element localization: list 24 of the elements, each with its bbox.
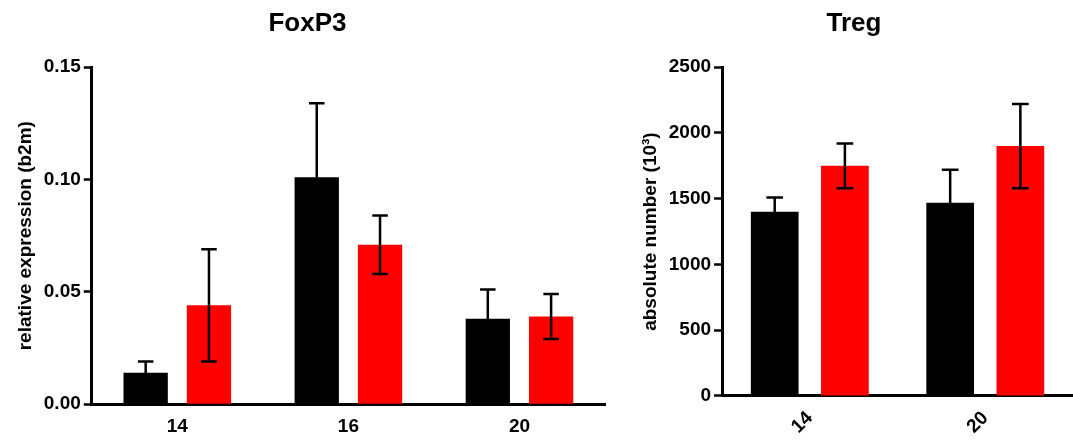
x-tick-label: 14 xyxy=(786,406,817,437)
x-tick-label: 20 xyxy=(508,414,531,436)
y-tick-label: 0.05 xyxy=(43,280,82,302)
y-tick-label: 1500 xyxy=(668,186,712,208)
y-axis-title: relative expression (b2m) xyxy=(13,121,35,351)
bar xyxy=(186,305,232,404)
y-tick-label: 0.10 xyxy=(43,167,81,189)
bar xyxy=(821,165,869,396)
bar xyxy=(528,316,574,404)
x-tick-label: 16 xyxy=(337,414,359,436)
bar xyxy=(996,146,1045,396)
chart-title: FoxP3 xyxy=(268,6,347,37)
y-tick-label: 1000 xyxy=(668,252,712,274)
y-tick-label: 2000 xyxy=(668,121,712,143)
y-tick-label: 0 xyxy=(700,384,712,406)
y-tick-label: 0.15 xyxy=(43,55,82,77)
y-tick-label: 500 xyxy=(679,318,712,340)
bar xyxy=(357,244,403,404)
y-axis-title: absolute number (10³) xyxy=(638,132,660,331)
x-tick-label: 20 xyxy=(962,406,992,437)
y-tick-label: 2500 xyxy=(668,55,712,77)
y-tick-label: 0.00 xyxy=(43,392,81,414)
x-tick-label: 14 xyxy=(166,414,189,436)
chart-title: Treg xyxy=(826,6,882,37)
